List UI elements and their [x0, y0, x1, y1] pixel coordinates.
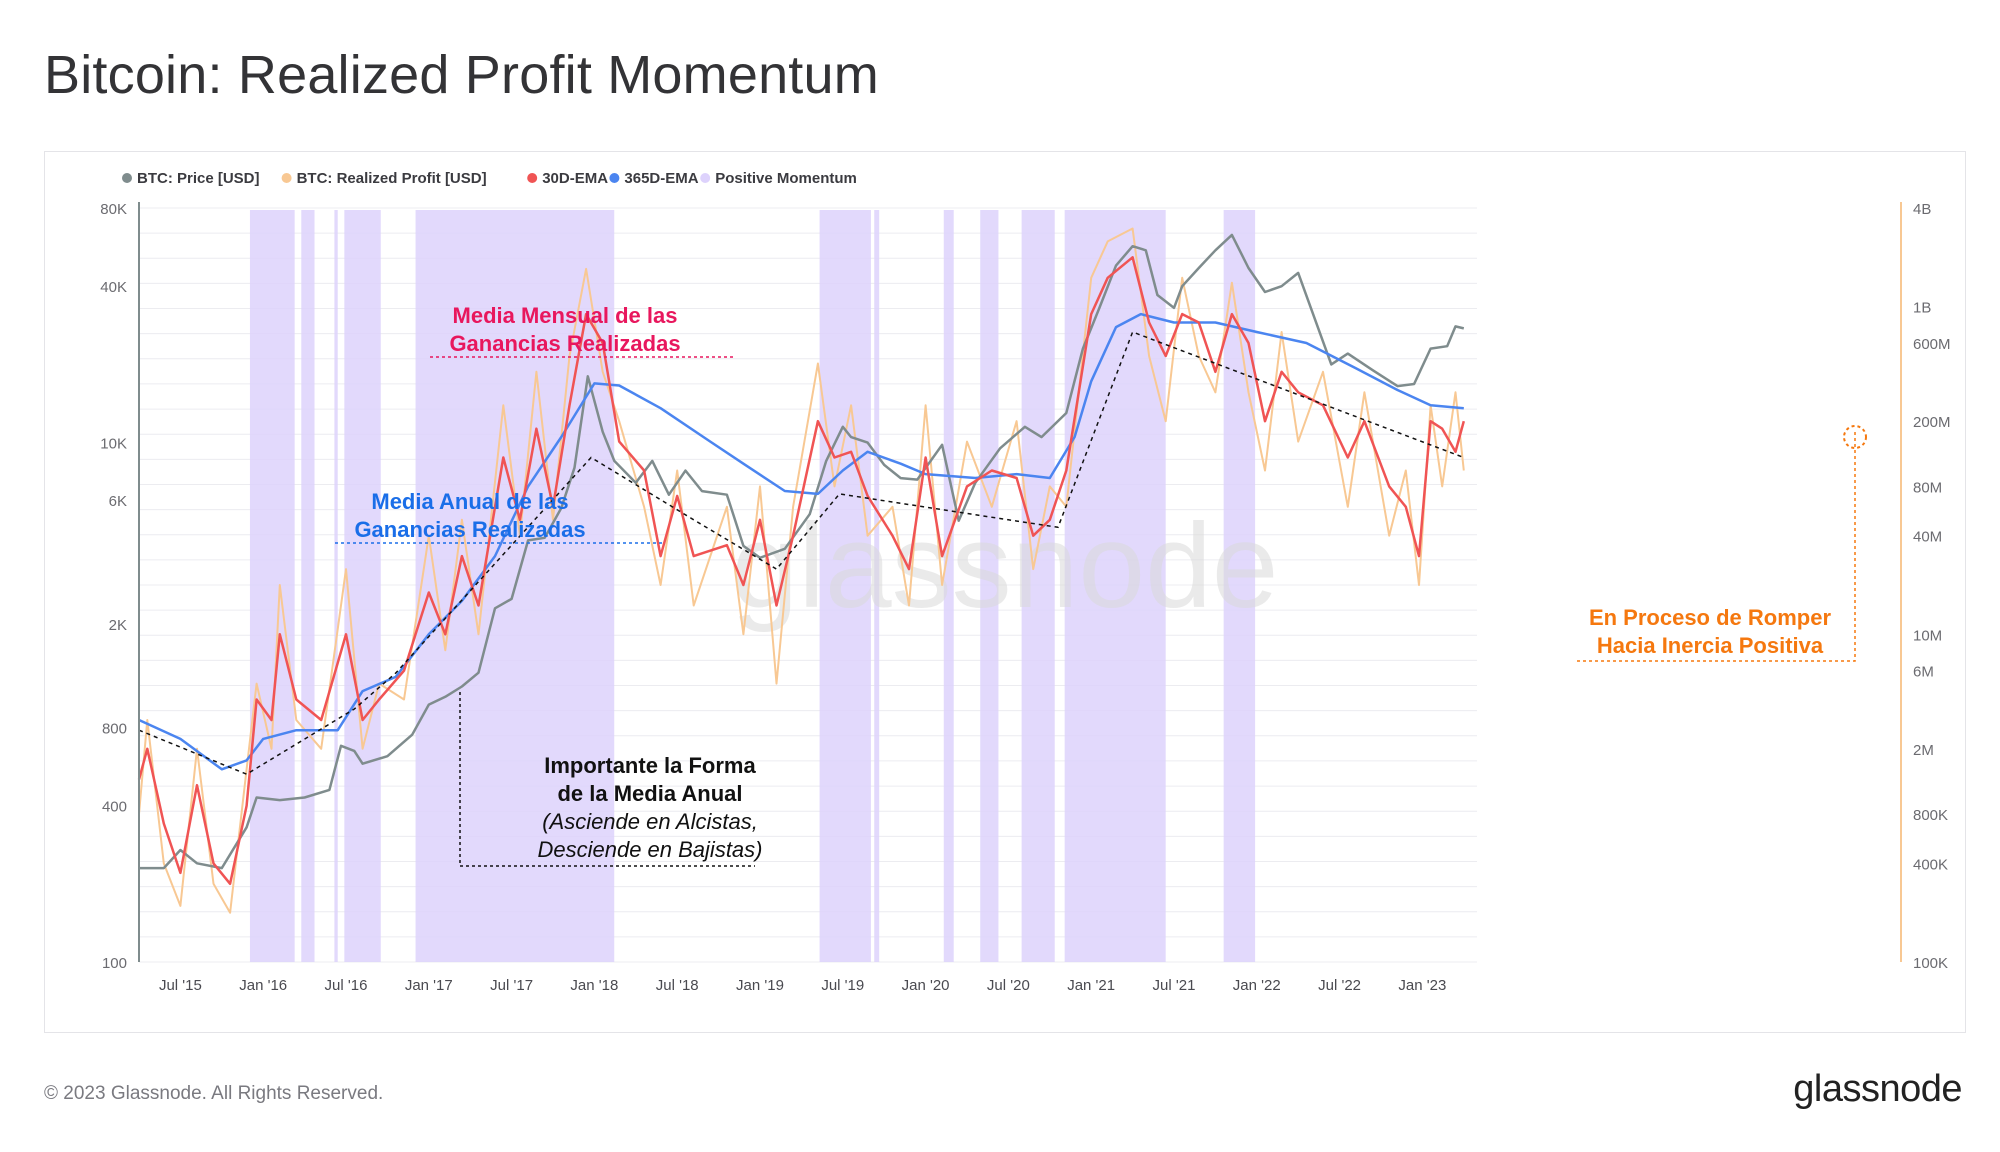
- watermark: glassnode: [731, 499, 1278, 633]
- annotation-lines: [138, 331, 1867, 867]
- annotation-breakout: En Proceso de Romper Hacia Inercia Posit…: [1575, 604, 1845, 660]
- x-tick-label: Jul '17: [490, 977, 533, 994]
- annotation-shape-line2: de la Media Anual: [557, 781, 743, 806]
- x-tick-label: Jan '17: [405, 977, 453, 994]
- annotation-shape-pointer: [459, 692, 755, 867]
- annotation-monthly-line2: Ganancias Realizadas: [449, 331, 681, 356]
- annotation-shape: Importante la Forma de la Media Anual (A…: [515, 752, 785, 864]
- momentum-band: [249, 210, 295, 962]
- y-right-tick-label: 6M: [1913, 664, 1934, 681]
- y-right-tick-label: 100K: [1913, 955, 1948, 972]
- legend-label: Positive Momentum: [715, 170, 857, 187]
- legend-swatch: [122, 173, 132, 183]
- momentum-band: [943, 210, 954, 962]
- x-tick-label: Jul '22: [1318, 977, 1361, 994]
- y-left-tick-label: 400: [102, 799, 127, 816]
- annotation-breakout-line2: Hacia Inercia Positiva: [1596, 633, 1824, 658]
- y-right-tick-label: 4B: [1913, 201, 1931, 218]
- momentum-band: [819, 210, 871, 962]
- footer-copyright: © 2023 Glassnode. All Rights Reserved.: [44, 1083, 384, 1104]
- chart-legend: BTC: Price [USD] BTC: Realized Profit [US…: [122, 170, 857, 187]
- series-ema30: [137, 256, 1466, 886]
- momentum-band: [334, 210, 338, 962]
- y-left-tick-label: 10K: [100, 436, 127, 453]
- breakout-marker: [1843, 425, 1867, 449]
- page-title: Bitcoin: Realized Profit Momentum: [44, 45, 879, 105]
- legend-label: 365D-EMA: [624, 170, 698, 187]
- y-right-tick-label: 40M: [1913, 529, 1942, 546]
- y-right-tick-label: 2M: [1913, 742, 1934, 759]
- chart-frame: BTC: Price [USD] BTC: Realized Profit [US…: [44, 151, 1966, 1033]
- momentum-band: [874, 210, 880, 962]
- axes: 80K 40K 10K 6K 2K 800 400 100 4B 1B 600M 200M 80M 40M…: [100, 201, 1950, 994]
- x-tick-label: Jan '22: [1233, 977, 1281, 994]
- series-lines: [137, 227, 1466, 914]
- annotation-annual: Media Anual de las Ganancias Realizadas: [335, 488, 605, 544]
- x-tick-label: Jul '20: [987, 977, 1030, 994]
- momentum-band: [344, 210, 381, 962]
- momentum-band: [980, 210, 999, 962]
- y-right-tick-label: 80M: [1913, 479, 1942, 496]
- y-right-tick-label: 200M: [1913, 414, 1951, 431]
- legend-swatch: [609, 173, 620, 183]
- x-tick-label: Jul '18: [656, 977, 699, 994]
- legend-label: 30D-EMA: [542, 170, 608, 187]
- y-right-tick-label: 800K: [1913, 807, 1948, 824]
- chart-svg: BTC: Price [USD] BTC: Realized Profit [US…: [100, 170, 1950, 994]
- x-tick-label: Jan '18: [570, 977, 618, 994]
- y-right-tick-label: 1B: [1913, 300, 1931, 317]
- annotation-breakout-line1: En Proceso de Romper: [1588, 605, 1832, 630]
- x-tick-label: Jul '19: [821, 977, 864, 994]
- legend-label: BTC: Price [USD]: [137, 170, 260, 187]
- y-right-tick-label: 10M: [1913, 627, 1942, 644]
- x-tick-label: Jan '16: [239, 977, 287, 994]
- y-left-tick-label: 80K: [100, 201, 127, 218]
- glassnode-logo: glassnode: [1793, 1068, 1962, 1110]
- y-right-tick-label: 400K: [1913, 856, 1948, 873]
- y-left-tick-label: 800: [102, 720, 127, 737]
- momentum-band: [1064, 210, 1166, 962]
- legend-swatch: [527, 173, 538, 183]
- y-left-tick-label: 100: [102, 955, 127, 972]
- x-tick-label: Jul '21: [1153, 977, 1196, 994]
- annotation-breakout-pointer: [1577, 430, 1856, 662]
- legend-label: BTC: Realized Profit [USD]: [297, 170, 487, 187]
- annotation-shape-line1: Importante la Forma: [544, 753, 756, 778]
- x-tick-label: Jul '15: [159, 977, 202, 994]
- momentum-band: [1021, 210, 1055, 962]
- x-tick-label: Jan '23: [1398, 977, 1446, 994]
- annotation-monthly-line1: Media Mensual de las: [452, 303, 678, 328]
- annotation-shape-line4: Desciende en Bajistas): [537, 837, 763, 862]
- y-left-tick-label: 6K: [109, 493, 127, 510]
- y-left-tick-label: 2K: [109, 617, 127, 634]
- x-tick-label: Jan '21: [1067, 977, 1115, 994]
- y-left-tick-label: 40K: [100, 279, 127, 296]
- annotation-annual-line1: Media Anual de las: [371, 489, 569, 514]
- x-tick-label: Jan '19: [736, 977, 784, 994]
- annotation-annual-line2: Ganancias Realizadas: [354, 517, 586, 542]
- x-tick-label: Jul '16: [325, 977, 368, 994]
- momentum-band: [301, 210, 315, 962]
- x-tick-label: Jan '20: [902, 977, 950, 994]
- legend-swatch: [700, 173, 711, 183]
- legend-swatch: [281, 173, 292, 183]
- series-price: [139, 233, 1465, 870]
- y-right-tick-label: 600M: [1913, 336, 1951, 353]
- annotation-shape-line3: (Asciende en Alcistas,: [542, 809, 758, 834]
- annotation-monthly: Media Mensual de las Ganancias Realizada…: [415, 302, 715, 358]
